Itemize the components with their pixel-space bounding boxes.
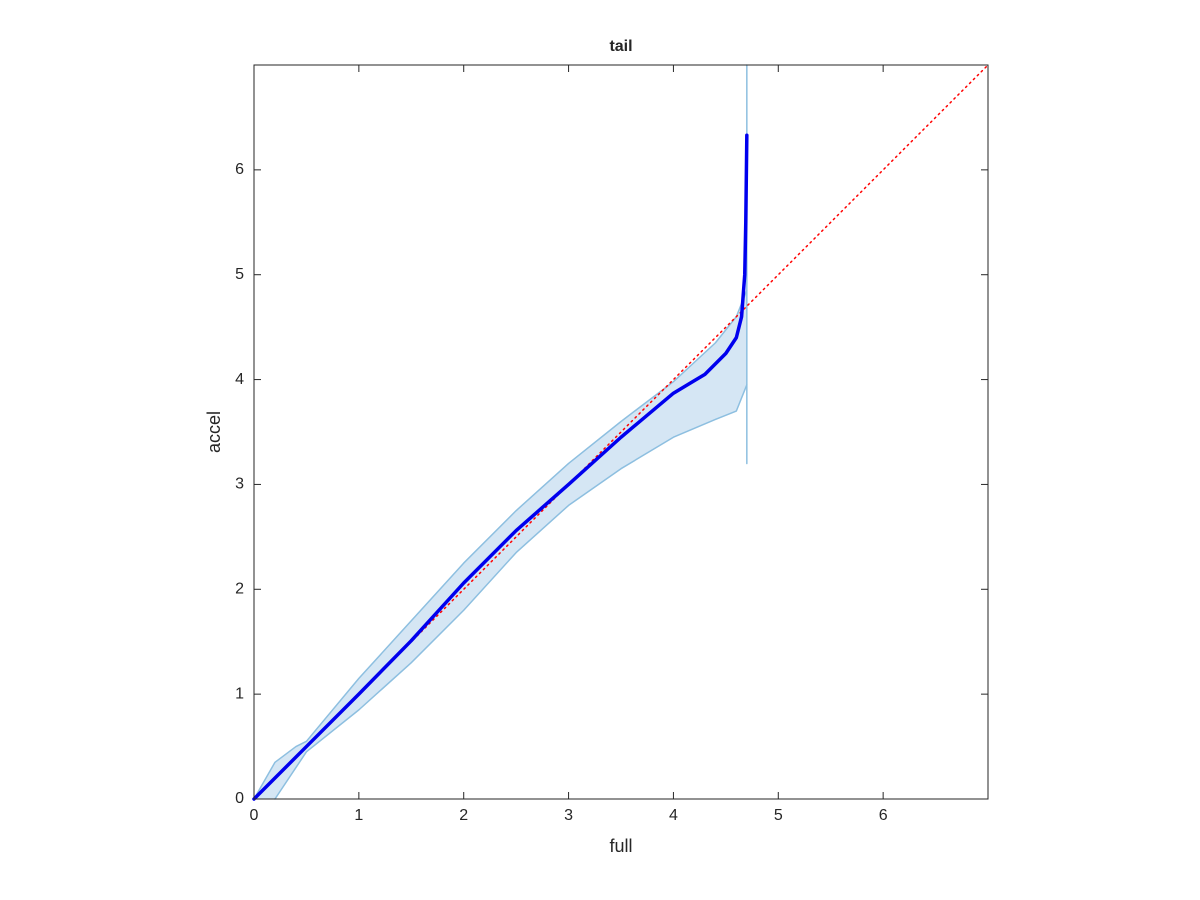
series-line — [252, 133, 749, 801]
x-tick-label: 6 — [879, 807, 888, 824]
y-axis-label: accel — [204, 411, 224, 453]
y-tick-label: 0 — [235, 790, 244, 807]
x-tick-label: 3 — [564, 807, 573, 824]
y-tick-label: 5 — [235, 266, 244, 283]
y-tick-label: 4 — [235, 371, 244, 388]
x-tick-label: 4 — [669, 807, 678, 824]
x-tick-label: 0 — [250, 807, 259, 824]
y-tick-label: 6 — [235, 161, 244, 178]
series-line — [274, 384, 748, 800]
axes-box — [253, 64, 989, 800]
y-tick-label: 3 — [235, 476, 244, 493]
series-line — [253, 289, 748, 800]
y-tick-label: 1 — [235, 685, 244, 702]
x-tick-label: 1 — [354, 807, 363, 824]
series-line — [253, 64, 989, 800]
x-axis-label: full — [609, 836, 632, 856]
chart-title: tail — [609, 38, 632, 55]
x-tick-label: 2 — [459, 807, 468, 824]
x-tick-label: 5 — [774, 807, 783, 824]
y-tick-label: 2 — [235, 581, 244, 598]
